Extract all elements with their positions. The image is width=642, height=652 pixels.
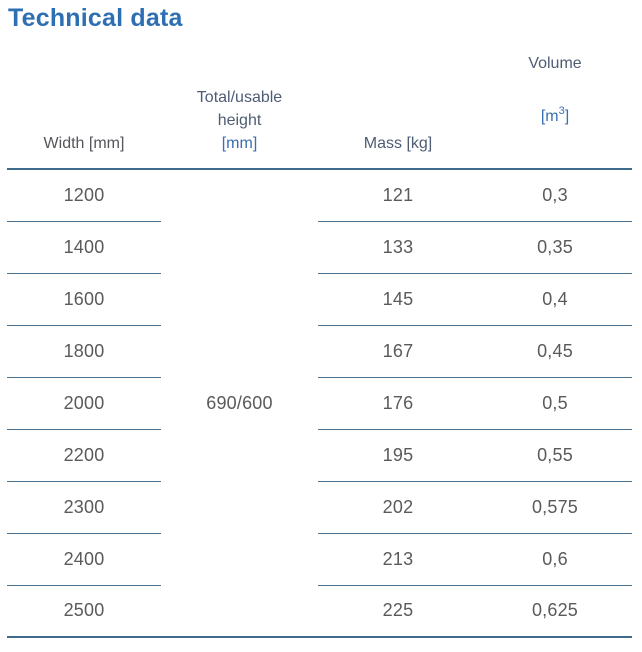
width-cell: 2200: [7, 429, 161, 482]
volume-cell: 0,625: [478, 585, 632, 638]
width-cell: 1400: [7, 221, 161, 274]
mass-cell: 145: [318, 273, 478, 326]
table-row: 1400 133 0,35: [7, 221, 632, 274]
volume-unit-superscript: 3: [558, 104, 565, 117]
width-cell: 2300: [7, 481, 161, 534]
table-row: 2300 202 0,575: [7, 481, 632, 534]
table-row: 2000 176 0,5: [7, 377, 632, 430]
volume-unit-close: ]: [564, 108, 570, 125]
table-row: 1600 145 0,4: [7, 273, 632, 326]
technical-data-table: Width [mm] Total/usable height [mm] Mass…: [7, 40, 632, 638]
volume-header-label: Volume: [528, 55, 582, 72]
column-header-width: Width [mm]: [7, 40, 161, 170]
mass-cell: 167: [318, 325, 478, 378]
table-row: 2200 195 0,55: [7, 429, 632, 482]
page-title: Technical data: [8, 4, 183, 32]
volume-cell: 0,4: [478, 273, 632, 326]
volume-cell: 0,575: [478, 481, 632, 534]
height-header-line1: Total/usable: [196, 89, 283, 106]
mass-cell: 133: [318, 221, 478, 274]
width-cell: 2400: [7, 533, 161, 586]
height-header-line2: height: [217, 112, 262, 129]
table-row: 1800 167 0,45: [7, 325, 632, 378]
volume-cell: 0,6: [478, 533, 632, 586]
width-cell: 1200: [7, 169, 161, 222]
table-row: 2400 213 0,6: [7, 533, 632, 586]
mass-cell: 121: [318, 169, 478, 222]
width-cell: 1600: [7, 273, 161, 326]
height-header-unit: [mm]: [221, 135, 258, 152]
mass-cell: 195: [318, 429, 478, 482]
volume-cell: 0,5: [478, 377, 632, 430]
mass-cell: 225: [318, 585, 478, 638]
table-row: 2500 225 0,625: [7, 585, 632, 638]
header-row: Width [mm] Total/usable height [mm] Mass…: [7, 40, 632, 170]
volume-unit-open: [m: [540, 108, 559, 125]
table-row: 1200 690/600 121 0,3: [7, 169, 632, 638]
volume-cell: 0,3: [478, 169, 632, 222]
volume-cell: 0,45: [478, 325, 632, 378]
width-cell: 2000: [7, 377, 161, 430]
width-cell: 1800: [7, 325, 161, 378]
volume-cell: 0,35: [478, 221, 632, 274]
width-cell: 2500: [7, 585, 161, 638]
column-header-height: Total/usable height [mm]: [161, 40, 318, 170]
mass-cell: 176: [318, 377, 478, 430]
volume-cell: 0,55: [478, 429, 632, 482]
volume-header-unit: [m3]: [478, 105, 632, 128]
column-header-mass: Mass [kg]: [318, 40, 478, 170]
height-merged-cell: 690/600: [161, 169, 318, 638]
mass-cell: 202: [318, 481, 478, 534]
mass-cell: 213: [318, 533, 478, 586]
column-header-volume: Volume [m3]: [478, 40, 632, 170]
